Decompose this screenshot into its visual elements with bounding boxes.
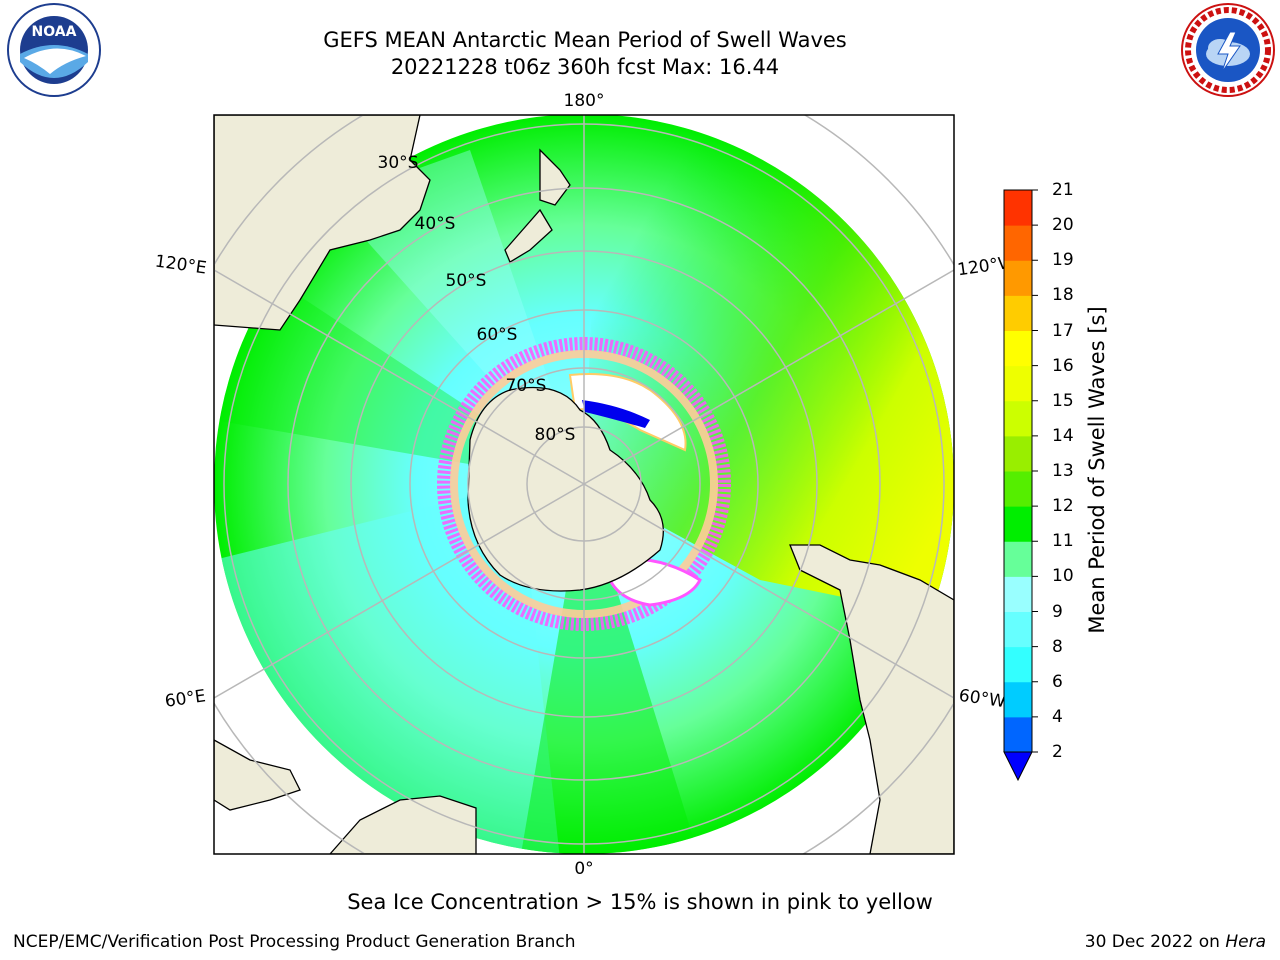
colorbar-segment bbox=[1004, 646, 1032, 683]
colorbar-tick-label: 4 bbox=[1052, 706, 1063, 727]
colorbar-tick-label: 13 bbox=[1052, 461, 1074, 481]
colorbar-tick-label: 16 bbox=[1052, 355, 1074, 376]
colorbar-segment bbox=[1004, 611, 1032, 648]
chart-title: GEFS MEAN Antarctic Mean Period of Swell… bbox=[323, 28, 847, 52]
colorbar-segment bbox=[1004, 330, 1032, 367]
chart-subtitle: 20221228 t06z 360h fcst Max: 16.44 bbox=[390, 55, 780, 79]
lon-label-60e: 60°E bbox=[164, 686, 207, 711]
colorbar-tick-label: 10 bbox=[1052, 566, 1074, 587]
colorbar-tick-label: 11 bbox=[1052, 531, 1074, 552]
lon-label-0: 0° bbox=[574, 859, 593, 879]
noaa-logo-text: NOAA bbox=[32, 24, 77, 40]
colorbar-segment bbox=[1004, 295, 1032, 331]
map-area bbox=[214, 115, 954, 854]
lon-label-120e: 120°E bbox=[154, 252, 208, 279]
sea-ice-edge bbox=[437, 337, 731, 631]
madagascar bbox=[214, 739, 301, 811]
colorbar-tick-label: 2 bbox=[1052, 742, 1063, 762]
colorbar-segment bbox=[1004, 365, 1032, 402]
new-zealand-south bbox=[504, 208, 553, 263]
colorbar-tick-label: 21 bbox=[1052, 180, 1074, 200]
colorbar-tick-label: 6 bbox=[1052, 671, 1063, 692]
noaa-logo: NOAA bbox=[7, 3, 101, 97]
lat-label-40s: 40°S bbox=[415, 214, 456, 234]
colorbar-segment bbox=[1004, 225, 1032, 261]
colorbar-tick-label: 12 bbox=[1052, 496, 1074, 517]
colorbar-tick-label: 9 bbox=[1052, 601, 1063, 622]
colorbar-segment bbox=[1004, 681, 1032, 718]
antarctica bbox=[467, 386, 664, 592]
long-swell-region bbox=[584, 115, 954, 620]
nws-logo bbox=[1181, 3, 1275, 97]
producer-credit: NCEP/EMC/Verification Post Processing Pr… bbox=[13, 932, 576, 952]
run-date-credit: 30 Dec 2022 on Hera bbox=[1085, 932, 1266, 952]
australia bbox=[214, 115, 431, 331]
landmasses bbox=[214, 115, 954, 854]
lon-label-60w: 60°W bbox=[958, 686, 1007, 712]
lat-label-70s: 70°S bbox=[506, 376, 547, 396]
colorbar-segment bbox=[1004, 400, 1032, 437]
colorbar-segment bbox=[1004, 471, 1032, 507]
lon-label-180: 180° bbox=[564, 91, 605, 111]
colorbar-segment bbox=[1004, 260, 1032, 296]
colorbar-tick-label: 17 bbox=[1052, 320, 1074, 341]
lat-label-60s: 60°S bbox=[477, 325, 518, 345]
run-date: 30 Dec 2022 on bbox=[1084, 932, 1226, 952]
colorbar-tick-label: 15 bbox=[1052, 390, 1074, 411]
colorbar bbox=[1003, 189, 1038, 782]
low-period-patch bbox=[582, 400, 650, 428]
colorbar-segment bbox=[1004, 541, 1032, 577]
colorbar-segment bbox=[1004, 435, 1032, 472]
run-machine: Hera bbox=[1225, 932, 1266, 952]
colorbar-segment bbox=[1004, 576, 1032, 612]
colorbar-segment bbox=[1004, 716, 1032, 753]
colorbar-segment bbox=[1004, 506, 1032, 542]
colorbar-tick-label: 20 bbox=[1052, 215, 1074, 236]
colorbar-tick-label: 8 bbox=[1052, 636, 1063, 657]
colorbar-tick-label: 19 bbox=[1052, 250, 1074, 271]
lat-label-50s: 50°S bbox=[446, 271, 487, 291]
africa bbox=[329, 795, 477, 854]
colorbar-label: Mean Period of Swell Waves [s] bbox=[1085, 306, 1109, 634]
lat-label-80s: 80°S bbox=[535, 425, 576, 445]
sea-ice-footnote: Sea Ice Concentration > 15% is shown in … bbox=[347, 890, 933, 914]
colorbar-tick-label: 14 bbox=[1052, 425, 1074, 446]
map-frame bbox=[213, 114, 955, 855]
colorbar-extend-triangle bbox=[1003, 751, 1033, 782]
colorbar-segment bbox=[1004, 190, 1032, 226]
lat-label-30s: 30°S bbox=[378, 153, 419, 173]
graticule bbox=[214, 115, 954, 854]
colorbar-tick-label: 18 bbox=[1052, 285, 1074, 306]
